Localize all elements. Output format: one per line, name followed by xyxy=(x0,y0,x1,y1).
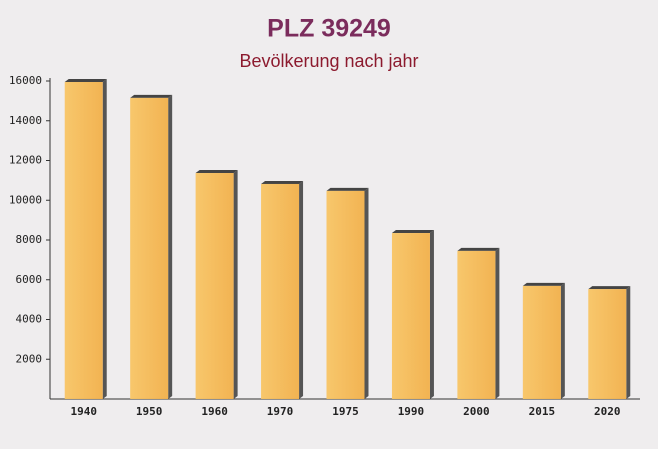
bar-top xyxy=(457,247,500,251)
bar xyxy=(522,285,561,399)
bar-top xyxy=(130,94,173,98)
x-tick-label: 1990 xyxy=(398,405,425,418)
bar-top xyxy=(326,187,369,191)
y-tick-label: 8000 xyxy=(16,233,43,246)
bar-side xyxy=(233,170,238,399)
bar-side xyxy=(102,78,107,400)
y-tick-label: 2000 xyxy=(16,352,43,365)
y-tick-label: 12000 xyxy=(9,154,42,167)
x-tick-label: 1960 xyxy=(201,405,228,418)
x-tick-label: 2020 xyxy=(594,405,621,418)
x-tick-label: 1970 xyxy=(267,405,294,418)
x-tick-label: 1950 xyxy=(136,405,163,418)
bar-top xyxy=(522,282,565,286)
bar xyxy=(64,81,103,400)
bar-side xyxy=(626,286,631,399)
bar xyxy=(195,173,234,399)
bar xyxy=(130,97,169,400)
y-tick-label: 16000 xyxy=(9,74,42,87)
bar-top xyxy=(195,170,238,174)
x-tick-label: 1975 xyxy=(332,405,359,418)
bar-top xyxy=(64,78,107,82)
y-tick-label: 14000 xyxy=(9,114,42,127)
bar-side xyxy=(299,180,304,399)
x-tick-label: 2000 xyxy=(463,405,490,418)
bar xyxy=(326,190,365,399)
bar xyxy=(391,233,430,399)
bar-side xyxy=(560,282,565,399)
bar-side xyxy=(429,230,434,399)
bar-top xyxy=(588,286,631,290)
y-tick-label: 6000 xyxy=(16,273,43,286)
bar xyxy=(261,183,300,399)
bar xyxy=(457,250,496,399)
x-tick-label: 2015 xyxy=(529,405,556,418)
bar xyxy=(588,289,627,399)
chart-title: PLZ 39249 xyxy=(267,15,391,43)
chart-subtitle: Bevölkerung nach jahr xyxy=(239,51,418,71)
bar-side xyxy=(168,94,173,400)
bar-top xyxy=(391,230,434,234)
bar-side xyxy=(495,247,500,399)
y-tick-label: 4000 xyxy=(16,313,43,326)
x-tick-label: 1940 xyxy=(70,405,97,418)
y-tick-label: 10000 xyxy=(9,193,42,206)
bar-top xyxy=(261,180,304,184)
bar-side xyxy=(364,187,369,399)
